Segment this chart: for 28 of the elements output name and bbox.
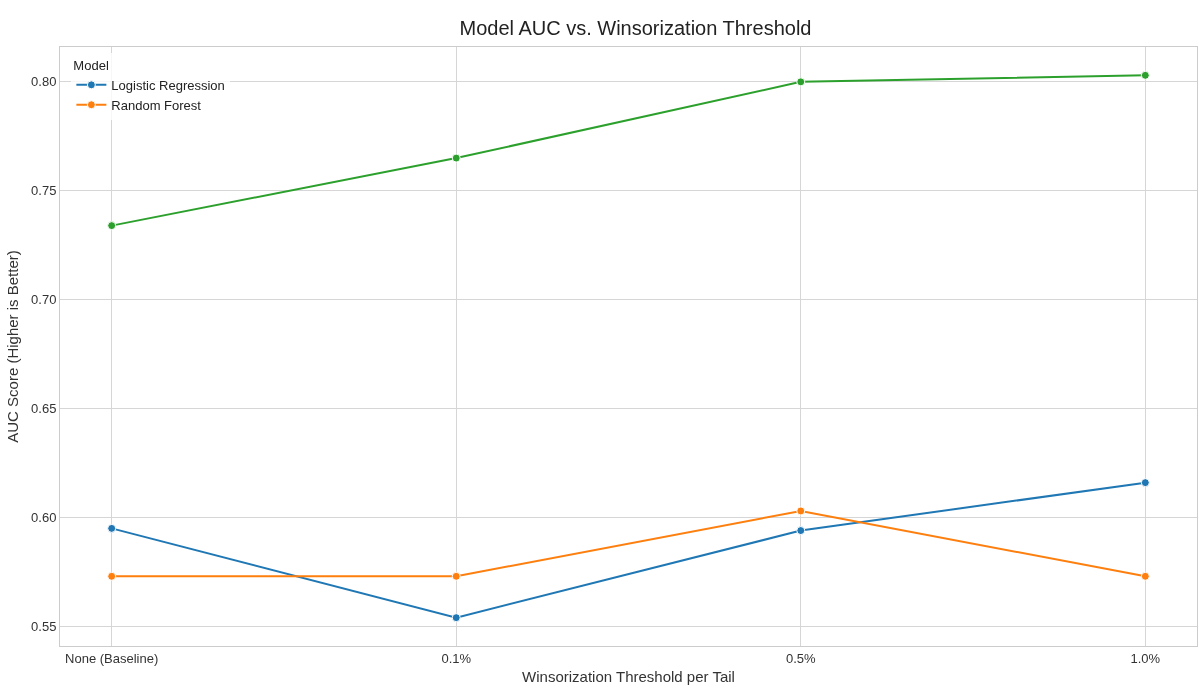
point xyxy=(451,613,461,623)
point xyxy=(451,153,461,163)
x-tick-label: 0.1% xyxy=(441,650,472,666)
legend-title: Model xyxy=(73,57,109,73)
legend-label: Logistic Regression xyxy=(111,77,225,93)
point xyxy=(1140,571,1150,581)
point xyxy=(107,571,117,581)
y-tick-label: 0.80 xyxy=(31,74,57,90)
point xyxy=(1140,478,1150,488)
point xyxy=(796,526,806,536)
y-tick-label: 0.65 xyxy=(31,401,57,417)
y-tick-label: 0.55 xyxy=(31,618,57,634)
y-tick-label: 0.70 xyxy=(31,292,57,308)
x-tick-label: 0.5% xyxy=(785,650,817,666)
point xyxy=(451,571,461,581)
point xyxy=(796,506,806,516)
y-tick-label: 0.75 xyxy=(31,183,57,199)
x-axis-title: Winsorization Threshold per Tail xyxy=(522,667,735,685)
x-tick-label: None (Baseline) xyxy=(65,650,159,666)
point xyxy=(796,77,806,87)
legend-label: Random Forest xyxy=(111,97,202,113)
point xyxy=(107,523,117,533)
point xyxy=(107,221,117,231)
point xyxy=(1140,70,1150,80)
y-axis-title: AUC Score (Higher is Better) xyxy=(4,250,22,443)
y-tick-label: 0.60 xyxy=(31,510,57,526)
x-tick-label: 1.0% xyxy=(1130,650,1161,666)
chart-title: Model AUC vs. Winsorization Threshold xyxy=(459,16,812,39)
